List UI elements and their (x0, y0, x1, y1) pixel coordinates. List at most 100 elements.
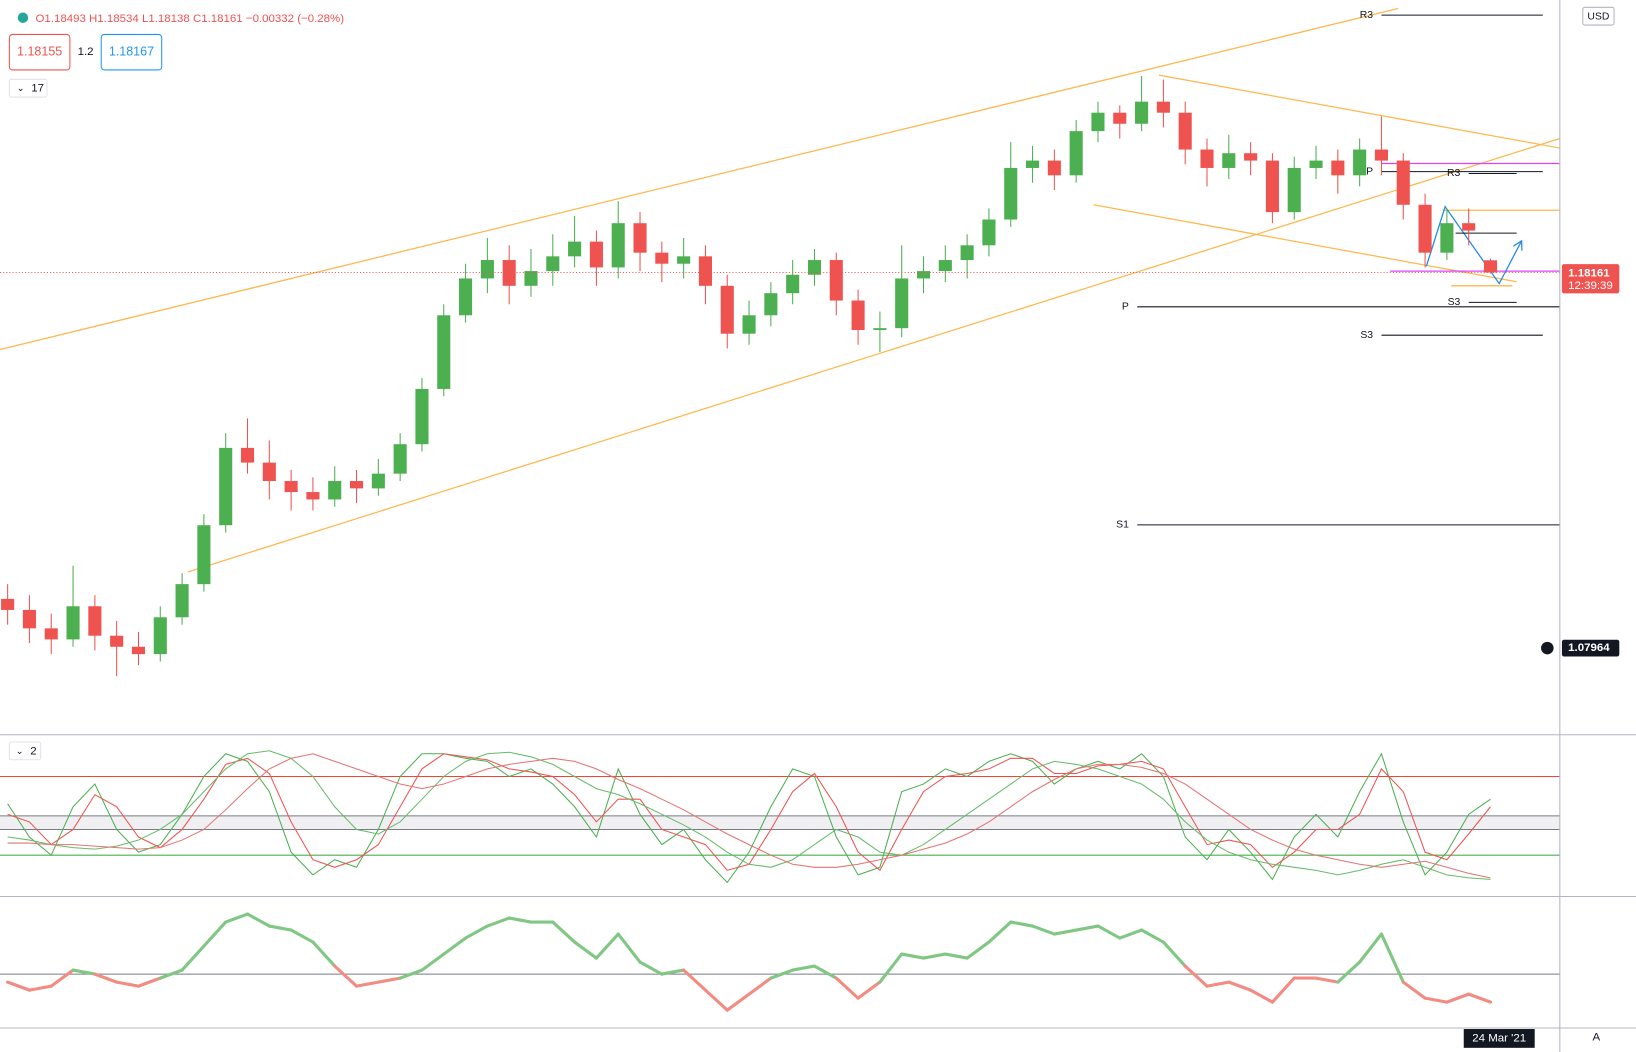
momentum-segment (900, 952, 926, 960)
current-price-box (1561, 264, 1620, 294)
crosshair-price-box (1561, 639, 1620, 657)
pivot-label: R3 (1447, 168, 1461, 179)
momentum-segment (594, 932, 620, 960)
candle-body (1287, 167, 1301, 213)
momentum-segment (464, 924, 489, 940)
candle-body (131, 646, 146, 655)
momentum-segment (703, 988, 729, 1012)
momentum-segment (1009, 920, 1035, 928)
cursor-date-label: 24 Mar '21 (1472, 1032, 1526, 1044)
momentum-segment (289, 928, 315, 944)
candle-body (1418, 204, 1432, 253)
crosshair-add-button (1541, 641, 1554, 655)
momentum-segment (834, 976, 860, 1000)
candle-body (437, 315, 451, 389)
momentum-segment (551, 920, 577, 944)
candle-body (742, 315, 756, 334)
buy-button[interactable] (100, 33, 163, 71)
momentum-segment (442, 936, 468, 956)
currency-badge[interactable] (1582, 6, 1615, 26)
candle-body (568, 241, 582, 257)
candle-body (1091, 112, 1105, 132)
candle-body (807, 260, 822, 275)
candle-body (262, 462, 276, 482)
ohlc-legend: O1.18493 H1.18534 L1.18138 C1.18161 −0.0… (35, 13, 344, 25)
momentum-segment (245, 912, 271, 928)
momentum-segment (420, 952, 446, 972)
momentum-segment (6, 980, 32, 992)
currency[interactable]: USD (1587, 11, 1609, 22)
candle-body (764, 293, 778, 316)
momentum-segment (354, 980, 380, 988)
momentum-segment (507, 916, 533, 924)
momentum-segment (485, 916, 511, 928)
candle-body (546, 256, 560, 272)
sell-button[interactable] (8, 33, 71, 71)
pivot-label: S3 (1448, 297, 1461, 308)
candle-body (371, 473, 385, 489)
candle-body (982, 219, 996, 246)
candle-body (1135, 101, 1149, 124)
momentum-segment (682, 968, 708, 992)
candle-body (284, 481, 298, 493)
candle-body (153, 617, 167, 655)
momentum-segment (267, 924, 293, 932)
candle-body (1222, 153, 1236, 168)
momentum-segment (1183, 964, 1209, 988)
candle-body (393, 444, 407, 474)
collapse-button[interactable] (8, 78, 48, 98)
momentum-segment (1205, 980, 1231, 988)
candle-body (1244, 153, 1258, 161)
momentum-segment (725, 992, 751, 1012)
trend-line (1425, 205, 1521, 285)
candle-body (480, 260, 494, 279)
momentum-segment (1358, 932, 1384, 964)
bid-price[interactable]: 1.18155 (17, 44, 62, 58)
momentum-segment (1030, 924, 1056, 936)
momentum-segment (93, 972, 119, 984)
trend-line (187, 137, 1561, 573)
momentum-segment (1270, 976, 1296, 1004)
indicator-count[interactable]: 17 (31, 83, 44, 95)
momentum-segment (943, 952, 969, 960)
momentum-segment (573, 940, 598, 960)
auto-scale[interactable]: A (1593, 1031, 1601, 1043)
momentum-segment (311, 940, 337, 968)
candle-body (44, 628, 58, 640)
trend-line (1093, 204, 1517, 283)
candle-body (611, 223, 625, 268)
candle-body (1353, 149, 1367, 176)
candle-body (1440, 223, 1454, 253)
momentum-segment (1227, 980, 1253, 992)
momentum-segment (115, 980, 141, 988)
oscillator-line (7, 753, 1491, 879)
candle-body (960, 245, 974, 261)
momentum-segment (638, 960, 664, 976)
ask-price[interactable]: 1.18167 (109, 44, 154, 58)
candle-body (698, 256, 712, 286)
momentum-segment (769, 968, 795, 980)
candle-body (197, 525, 211, 585)
candle-body (720, 285, 734, 334)
candle-body (1004, 167, 1018, 220)
momentum-segment (49, 968, 75, 988)
momentum-segment (747, 976, 773, 996)
status-dot (17, 12, 29, 23)
momentum-segment (71, 968, 97, 976)
candle-body (1047, 160, 1061, 176)
collapse-icon: ⌄ (16, 745, 24, 756)
oscillator-line (7, 752, 1491, 884)
momentum-segment (1096, 924, 1122, 940)
pane-indicator-count[interactable]: 2 (30, 745, 36, 757)
candle-body (219, 447, 233, 526)
pane-collapse-button[interactable] (8, 741, 42, 761)
candle-body (786, 274, 800, 294)
candle-body (524, 271, 538, 286)
momentum-segment (376, 976, 402, 984)
candle-body (349, 481, 364, 489)
spread: 1.2 (78, 46, 94, 58)
pivot-label: R3 (1360, 10, 1374, 21)
band (0, 815, 1560, 830)
